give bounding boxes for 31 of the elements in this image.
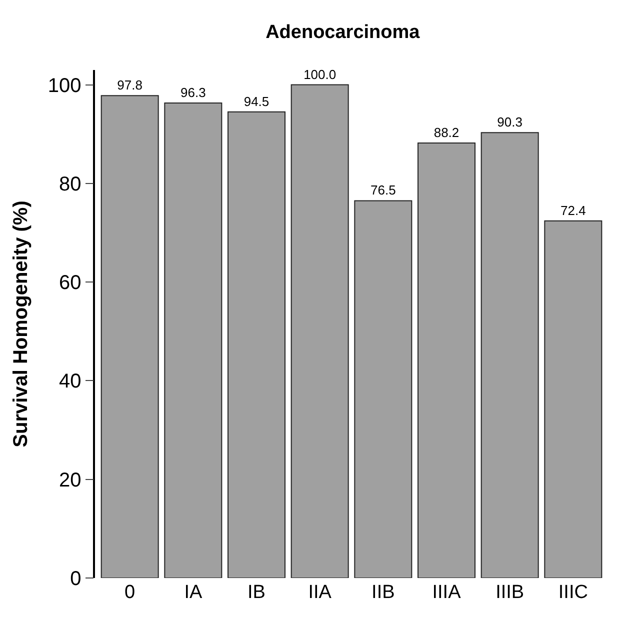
- x-tick-label: IIB: [372, 582, 395, 603]
- y-tick-label: 60: [59, 272, 82, 294]
- y-tick-label: 20: [59, 469, 82, 492]
- y-axis-title: Survival Homogeneity (%): [10, 200, 32, 448]
- x-tick-label: IIA: [308, 582, 332, 603]
- data-label: 100.0: [304, 66, 336, 82]
- data-label: 94.5: [244, 94, 270, 109]
- bar: [544, 220, 602, 578]
- x-tick-label: IB: [248, 582, 266, 603]
- y-tick-label: 100: [48, 74, 82, 97]
- x-tick-label: 0: [124, 582, 136, 603]
- y-tick-label: 80: [59, 173, 82, 196]
- x-tick-label: IIIB: [496, 582, 524, 603]
- data-label: 76.5: [370, 182, 396, 198]
- data-label: 90.3: [497, 114, 522, 130]
- data-label: 88.2: [434, 124, 460, 140]
- data-label: 72.4: [560, 202, 586, 218]
- data-label: 96.3: [180, 85, 206, 100]
- bar: [418, 142, 476, 578]
- bar: [100, 95, 159, 578]
- bar: [290, 84, 349, 578]
- x-tick-label: IIIC: [558, 582, 588, 603]
- data-label: 97.8: [117, 78, 142, 93]
- bar: [228, 111, 286, 578]
- bar: [480, 132, 539, 578]
- x-tick-label: IA: [184, 582, 202, 603]
- x-tick-label: IIIA: [432, 582, 462, 603]
- y-tick-label: 40: [59, 370, 82, 393]
- chart-title: Adenocarcinoma: [266, 22, 420, 44]
- bar: [354, 200, 412, 578]
- bar: [164, 102, 222, 578]
